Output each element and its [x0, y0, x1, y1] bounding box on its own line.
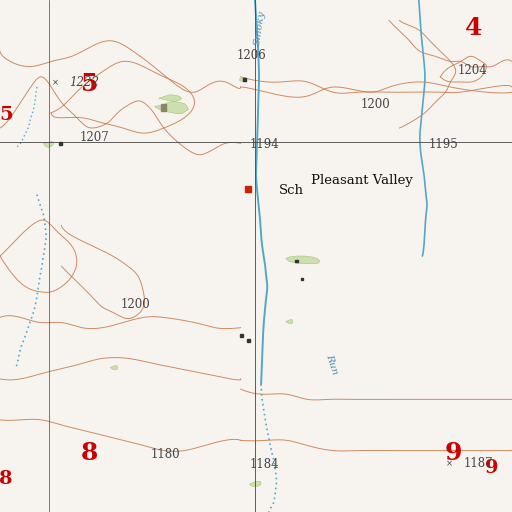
Polygon shape	[110, 366, 118, 370]
Text: 1207: 1207	[79, 131, 109, 144]
Text: Sch: Sch	[279, 184, 304, 197]
Polygon shape	[159, 95, 182, 101]
Text: 1200: 1200	[361, 98, 391, 112]
Text: 1194: 1194	[250, 138, 280, 151]
Bar	[161, 104, 166, 111]
Text: ×: ×	[446, 459, 453, 468]
Text: Pleasant Valley: Pleasant Valley	[311, 174, 413, 187]
Text: Smoky: Smoky	[253, 10, 267, 46]
Polygon shape	[250, 481, 261, 486]
Bar	[241, 334, 243, 337]
Text: 8: 8	[81, 441, 98, 465]
Text: 8: 8	[0, 470, 13, 488]
Bar	[301, 278, 303, 280]
Text: Run: Run	[324, 353, 339, 376]
Bar	[59, 142, 62, 145]
Bar	[243, 78, 246, 80]
Text: ×: ×	[52, 78, 59, 88]
Polygon shape	[286, 319, 293, 324]
Text: 1200: 1200	[120, 298, 150, 311]
Text: 1222: 1222	[69, 76, 99, 90]
Polygon shape	[155, 101, 188, 114]
Text: 9: 9	[485, 459, 498, 478]
Text: 5: 5	[0, 106, 13, 124]
Polygon shape	[240, 78, 247, 82]
Text: 1195: 1195	[429, 138, 459, 151]
Text: 5: 5	[81, 73, 98, 96]
Text: 1187: 1187	[463, 457, 493, 470]
Text: 9: 9	[444, 441, 462, 465]
Polygon shape	[286, 256, 320, 264]
Text: 1206: 1206	[237, 49, 267, 62]
Text: 4: 4	[465, 16, 482, 40]
Text: 1204: 1204	[457, 64, 487, 77]
Text: 1184: 1184	[250, 458, 280, 472]
Bar	[295, 260, 298, 262]
Bar	[247, 339, 250, 342]
Polygon shape	[44, 141, 54, 147]
Text: 1180: 1180	[151, 448, 181, 461]
